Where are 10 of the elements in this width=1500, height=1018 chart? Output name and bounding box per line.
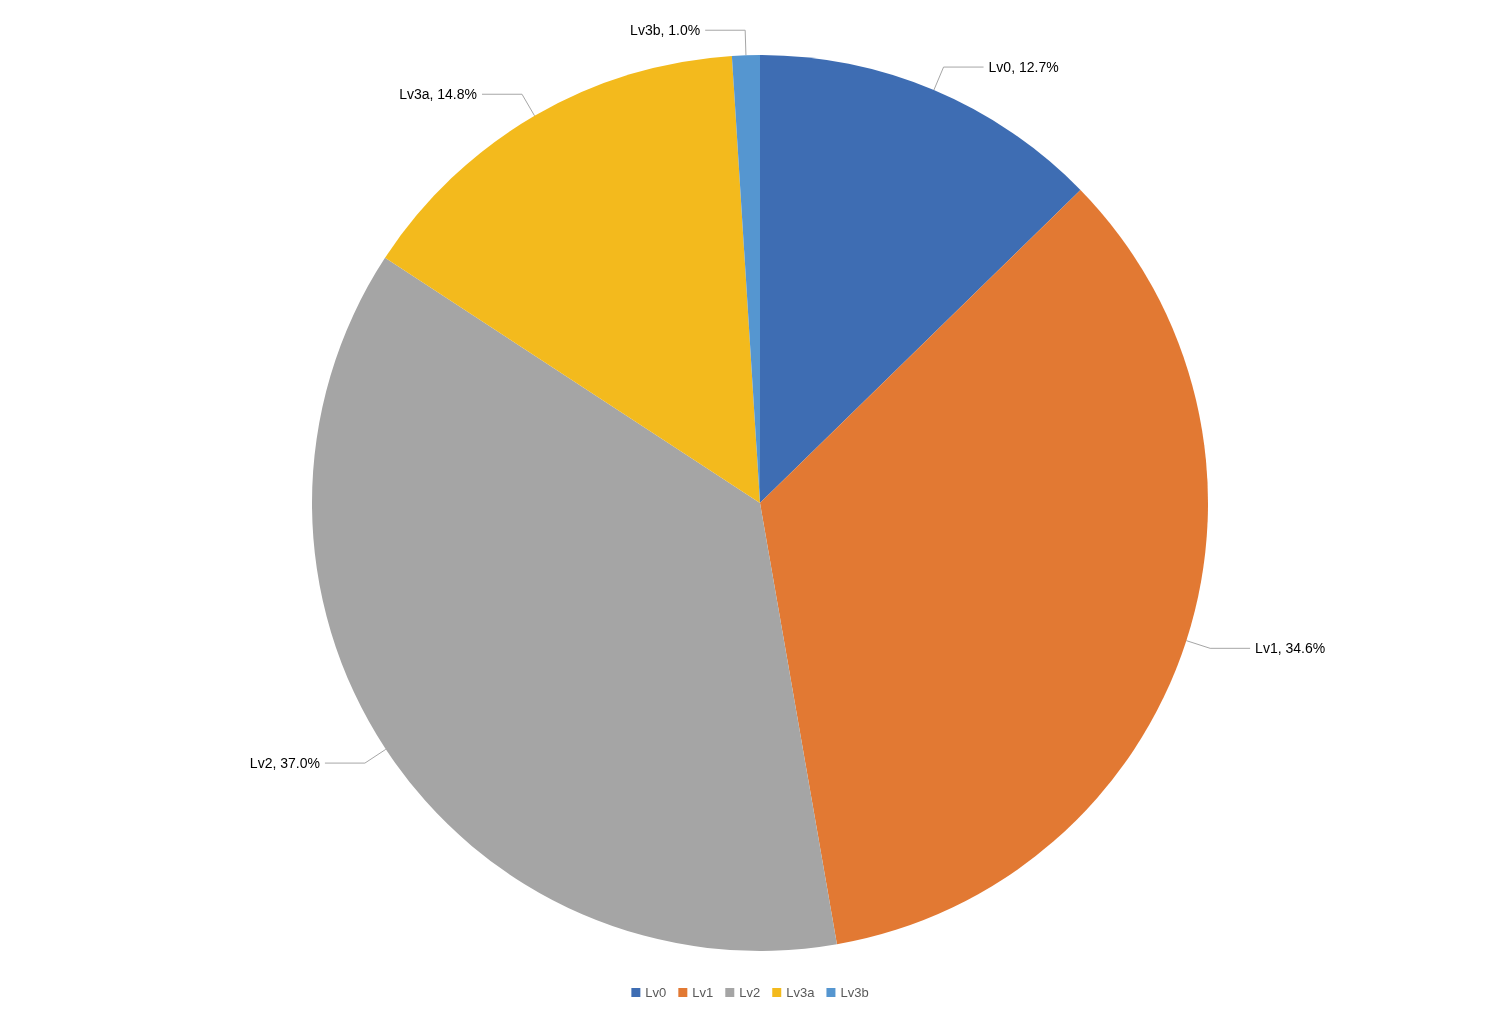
legend-label: Lv1 (692, 985, 714, 1000)
legend-label: Lv2 (739, 985, 761, 1000)
data-label: Lv2, 37.0% (249, 755, 320, 772)
data-label: Lv1, 34.6% (1255, 640, 1326, 657)
data-label: Lv0, 12.7% (988, 59, 1059, 76)
legend-label: Lv3a (786, 985, 816, 1000)
legend-label: Lv0 (645, 985, 667, 1000)
data-label: Lv3b, 1.0% (630, 22, 701, 39)
data-label: Lv3a, 14.8% (399, 86, 477, 103)
legend-label: Lv3b (840, 985, 869, 1000)
